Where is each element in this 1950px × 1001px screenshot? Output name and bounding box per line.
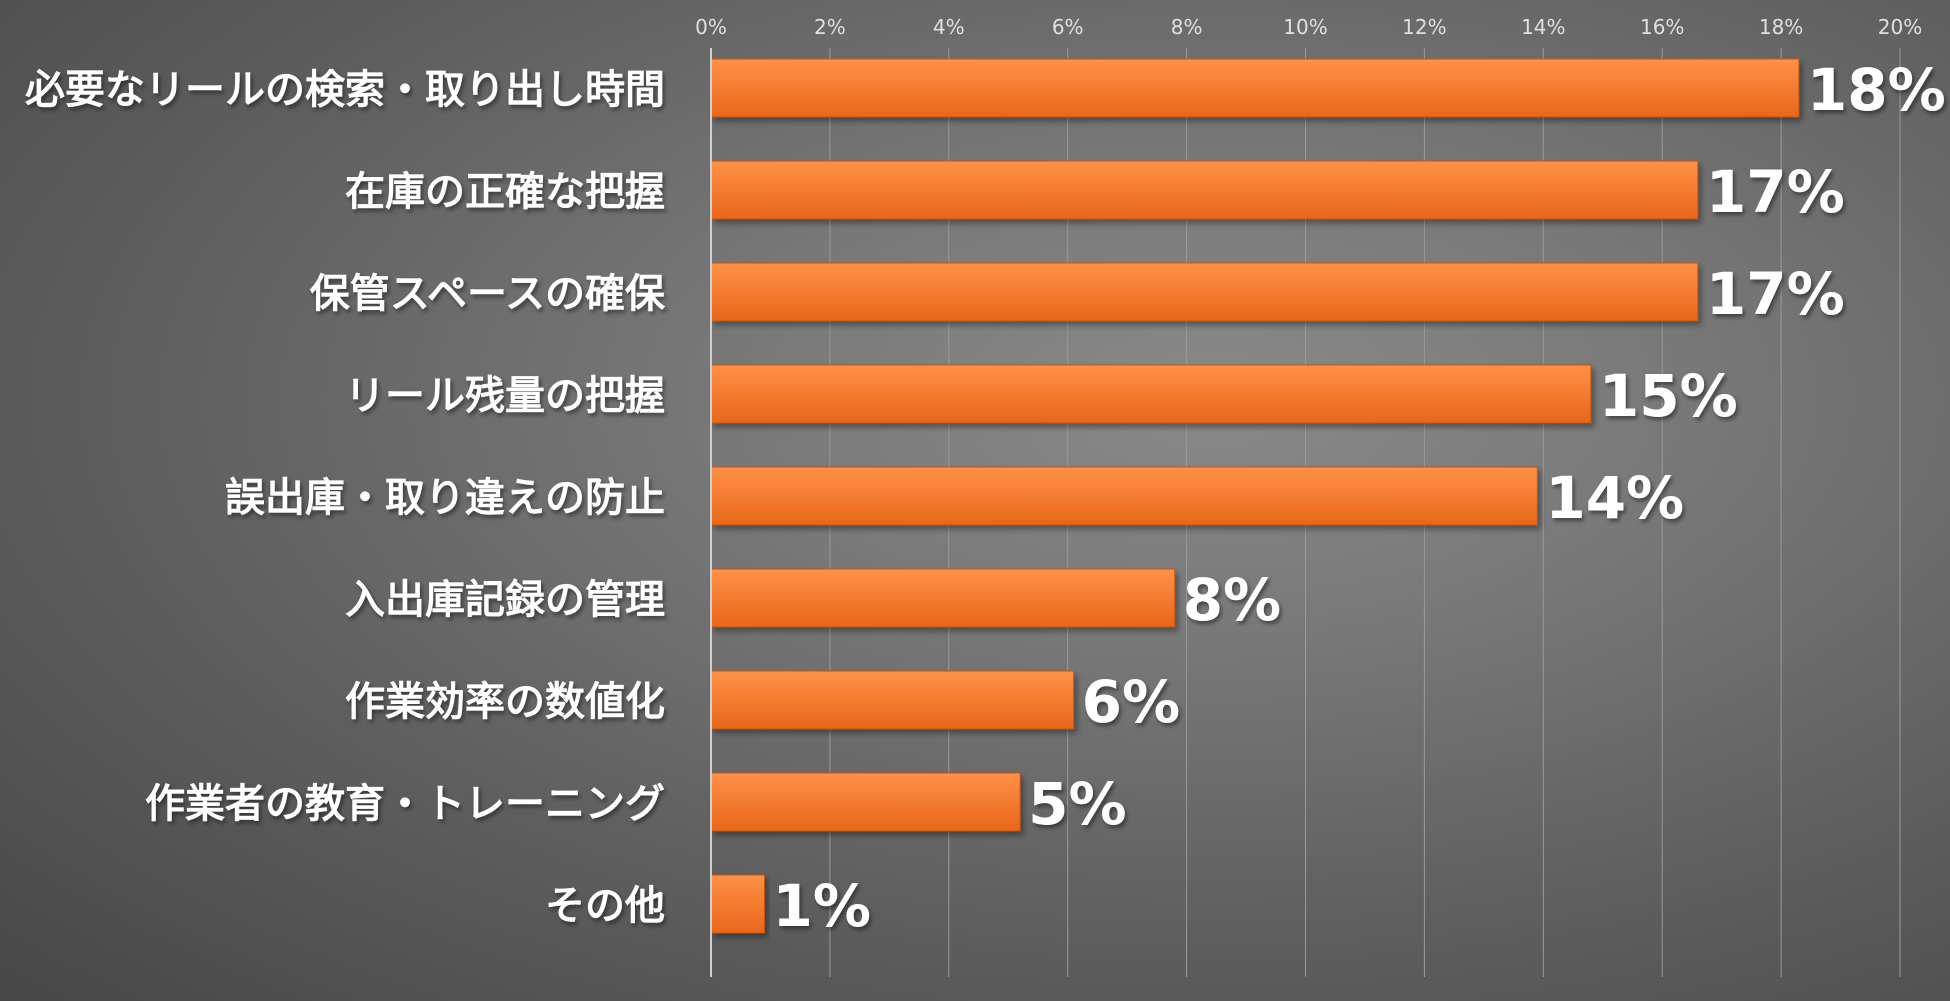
x-tick-label: 2% [814, 15, 846, 39]
category-label: 入出庫記録の管理 [345, 577, 665, 623]
data-label: 5% [1028, 770, 1126, 838]
data-label: 6% [1082, 668, 1180, 736]
bar [710, 568, 1176, 628]
bar [710, 160, 1699, 220]
category-label: 保管スペースの確保 [310, 271, 666, 317]
category-label: その他 [545, 883, 665, 929]
value-labels: 18% 17% 17% 15% 14% 8%6% 5% 1% [773, 56, 1946, 940]
data-label: 1% [773, 872, 871, 940]
category-label: 必要なリールの検索・取り出し時間 [25, 67, 665, 113]
x-tick-label: 14% [1521, 15, 1565, 39]
x-tick-label: 0% [695, 15, 727, 39]
data-label: 18% [1807, 56, 1946, 124]
x-tick-label: 20% [1878, 15, 1922, 39]
bar [710, 58, 1800, 118]
bar [710, 772, 1021, 832]
x-tick-label: 12% [1402, 15, 1446, 39]
bars [710, 58, 1800, 934]
x-axis-ticks: 0% 2% 4% 6% 8% 10% 12% 14% 16% 18% 20% [695, 15, 1922, 39]
category-label: 作業者の教育・トレーニング [145, 781, 665, 827]
x-tick-label: 6% [1052, 15, 1084, 39]
category-label: 在庫の正確な把握 [345, 169, 665, 215]
category-label: 誤出庫・取り違えの防止 [225, 475, 665, 521]
x-tick-label: 8% [1171, 15, 1203, 39]
x-tick-label: 16% [1640, 15, 1684, 39]
data-label: 17% [1706, 260, 1845, 328]
x-tick-label: 4% [933, 15, 965, 39]
x-tick-label: 18% [1759, 15, 1803, 39]
data-label: 15% [1599, 362, 1738, 430]
data-label: 8% [1183, 566, 1281, 634]
category-labels: 必要なリールの検索・取り出し時間在庫の正確な把握保管スペースの確保リール残量の把… [25, 67, 666, 929]
bar [710, 670, 1075, 730]
bar [710, 874, 766, 934]
x-tick-label: 10% [1283, 15, 1327, 39]
data-label: 17% [1706, 158, 1845, 226]
category-label: 作業効率の数値化 [345, 679, 665, 725]
bar [710, 262, 1699, 322]
bar [710, 466, 1538, 526]
data-label: 14% [1545, 464, 1684, 532]
bar [710, 364, 1592, 424]
category-label: リール残量の把握 [345, 373, 665, 419]
